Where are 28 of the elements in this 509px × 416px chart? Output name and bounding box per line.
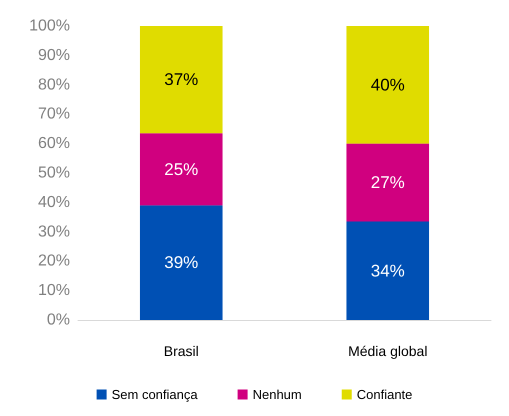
y-tick-label: 30% <box>38 223 70 240</box>
legend-label: Sem confiança <box>112 387 198 402</box>
data-label: 37% <box>164 70 198 90</box>
legend-label: Nenhum <box>252 387 302 402</box>
y-tick-label: 100% <box>29 18 70 34</box>
y-tick-label: 90% <box>38 46 70 64</box>
legend-label: Confiante <box>356 387 412 402</box>
y-tick-label: 0% <box>46 312 70 328</box>
y-tick-label: 40% <box>38 194 70 211</box>
bar <box>140 205 223 320</box>
data-label: 27% <box>370 173 405 192</box>
y-tick-label: 70% <box>38 106 70 123</box>
data-label: 25% <box>164 160 198 179</box>
bar <box>140 26 223 134</box>
y-tick-label: 20% <box>38 252 70 270</box>
data-label: 39% <box>164 253 198 272</box>
x-tick-label: Média global <box>348 343 428 359</box>
bar <box>346 26 430 144</box>
y-tick-label: 50% <box>38 164 70 182</box>
bar <box>346 144 430 222</box>
data-label: 40% <box>370 75 405 94</box>
y-tick-label: 10% <box>38 282 70 300</box>
y-tick-label: 60% <box>38 135 70 152</box>
data-label: 34% <box>370 261 405 280</box>
x-tick-label: Brasil <box>164 343 199 359</box>
bar <box>346 222 430 320</box>
bar <box>140 133 223 206</box>
y-tick-label: 80% <box>38 76 70 94</box>
